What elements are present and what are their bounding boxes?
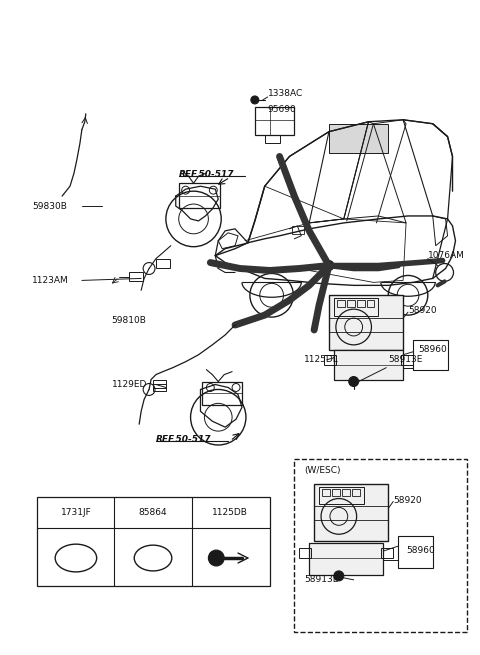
Text: 58913E: 58913E — [304, 575, 338, 584]
Bar — [129, 272, 143, 282]
Bar — [381, 548, 393, 558]
Bar — [337, 300, 345, 307]
Text: (W/ESC): (W/ESC) — [304, 466, 341, 476]
Bar — [334, 350, 403, 379]
Text: 58920: 58920 — [408, 306, 437, 314]
Bar — [352, 489, 360, 496]
Bar — [347, 300, 355, 307]
Circle shape — [349, 377, 359, 386]
Bar — [342, 489, 350, 496]
Bar — [153, 384, 166, 392]
Bar — [294, 459, 468, 632]
Text: 1125DB: 1125DB — [212, 508, 248, 517]
Bar — [203, 382, 242, 405]
Bar — [322, 489, 330, 496]
Bar — [329, 295, 403, 350]
Bar — [153, 379, 166, 388]
Text: 58920: 58920 — [393, 496, 422, 505]
Text: 1123AM: 1123AM — [33, 276, 69, 285]
Bar — [357, 300, 364, 307]
Text: 58960: 58960 — [406, 546, 435, 555]
Text: 1338AC: 1338AC — [268, 90, 303, 98]
Bar — [401, 355, 413, 365]
Bar — [398, 536, 433, 568]
Bar — [300, 548, 311, 558]
Bar — [179, 183, 220, 208]
Circle shape — [324, 261, 334, 271]
Text: 59830B: 59830B — [33, 202, 67, 210]
Text: REF.50-517: REF.50-517 — [156, 434, 212, 443]
Text: 95690: 95690 — [268, 105, 297, 115]
Bar — [156, 259, 170, 267]
Bar — [292, 226, 304, 234]
Text: 85864: 85864 — [139, 508, 168, 517]
Text: 58960: 58960 — [418, 345, 447, 354]
Circle shape — [334, 571, 344, 581]
Bar — [334, 298, 378, 316]
Text: REF.50-517: REF.50-517 — [179, 170, 234, 179]
Bar — [324, 355, 336, 365]
Bar — [309, 543, 384, 575]
Text: 59810B: 59810B — [111, 316, 146, 325]
Bar — [413, 340, 447, 369]
Text: 1125DL: 1125DL — [304, 355, 339, 364]
Bar — [332, 489, 340, 496]
Text: 58913E: 58913E — [388, 355, 422, 364]
Text: 1076AM: 1076AM — [428, 251, 465, 260]
Text: 1129ED: 1129ED — [111, 380, 147, 389]
Bar — [319, 487, 363, 504]
Text: 1731JF: 1731JF — [60, 508, 91, 517]
Bar — [314, 483, 388, 541]
Circle shape — [251, 96, 259, 104]
Bar — [255, 107, 294, 135]
Bar — [367, 300, 374, 307]
Bar — [329, 124, 388, 153]
Bar — [264, 135, 279, 143]
Circle shape — [208, 550, 224, 566]
Bar — [37, 496, 270, 586]
